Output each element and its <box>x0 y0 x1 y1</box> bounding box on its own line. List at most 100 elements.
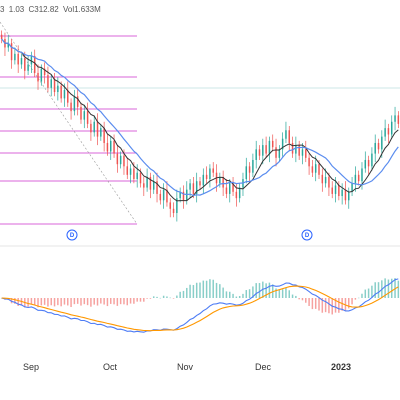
candle-body <box>364 159 367 169</box>
candle-body <box>53 79 56 93</box>
macd-line <box>1 278 399 333</box>
candle-body <box>33 55 36 73</box>
candle-body <box>209 168 211 180</box>
macd-histogram-bar <box>229 291 231 298</box>
macd-histogram-bar <box>278 289 281 298</box>
macd-histogram-bar <box>321 298 324 313</box>
candle-body <box>225 187 228 194</box>
candle-body <box>384 128 386 137</box>
macd-histogram-bar <box>324 298 327 313</box>
macd-histogram-bar <box>311 298 314 310</box>
macd-histogram-bar <box>338 298 340 313</box>
macd-histogram-bar <box>113 298 115 305</box>
macd-histogram-bar <box>60 298 62 307</box>
macd-histogram-bar <box>265 283 267 298</box>
macd-histogram-bar <box>43 298 46 305</box>
candle-body <box>255 149 257 160</box>
candle-body <box>311 166 314 173</box>
legend-high: 1.03 <box>8 5 25 14</box>
macd-histogram-bar <box>33 298 36 306</box>
macd-histogram-bar <box>139 298 142 302</box>
legend-low: C312.82 <box>28 5 59 14</box>
macd-histogram-bar <box>186 287 188 298</box>
macd-histogram-bar <box>215 282 218 298</box>
candle-body <box>136 172 138 180</box>
macd-histogram-bar <box>195 282 198 298</box>
candle-body <box>57 85 59 93</box>
dividend-marker-label: D <box>70 233 75 239</box>
candle-body <box>27 64 29 71</box>
candle-body <box>354 174 357 184</box>
candle-body <box>63 89 66 99</box>
macd-histogram-bar <box>308 298 310 306</box>
dividend-marker-0[interactable]: D <box>66 229 78 241</box>
macd-histogram-bar <box>14 298 16 304</box>
macd-histogram-bar <box>123 298 125 305</box>
candle-body <box>119 155 122 165</box>
candle-body <box>67 89 69 103</box>
dividend-marker-1[interactable]: D <box>301 229 313 241</box>
candle-body <box>321 174 324 184</box>
macd-histogram-bar <box>281 289 284 298</box>
macd-histogram-bar <box>377 282 380 298</box>
macd-histogram-bar <box>397 280 400 298</box>
macd-histogram-bar <box>63 298 66 305</box>
macd-histogram-bar <box>162 295 165 298</box>
macd-histogram-bar <box>205 280 208 298</box>
candle-body <box>341 189 343 197</box>
candle-body <box>0 34 3 39</box>
macd-histogram-bar <box>275 288 277 298</box>
macd-histogram-bar <box>53 298 56 307</box>
macd-histogram-bar <box>176 295 178 298</box>
candle-body <box>10 43 13 61</box>
dividend-marker-circle <box>66 229 78 241</box>
macd-histogram-bar <box>235 296 238 298</box>
candle-body <box>159 193 162 201</box>
macd-histogram-bar <box>76 298 79 304</box>
moving-average-slow-line <box>1 38 399 197</box>
candle-body <box>80 106 82 120</box>
candle-body <box>182 191 185 201</box>
candle-body <box>103 128 105 143</box>
x-tick-label: Nov <box>177 362 194 372</box>
macd-histogram-bar <box>384 278 386 298</box>
macd-histogram-bar <box>348 298 350 309</box>
macd-histogram-bar <box>86 298 89 306</box>
macd-histogram-bar <box>189 284 191 298</box>
candle-body <box>331 187 333 194</box>
dividend-marker-circle <box>301 229 313 241</box>
x-axis: Sep Oct Nov Dec 2023 <box>23 362 351 372</box>
macd-histogram-bar <box>100 298 102 304</box>
macd-histogram-bar <box>357 297 360 299</box>
x-tick-label: Oct <box>103 362 118 372</box>
macd-histogram-bar <box>96 298 99 306</box>
candle-body <box>47 75 49 88</box>
macd-histogram-bar <box>67 298 69 306</box>
candle-body <box>73 96 76 112</box>
candle-body <box>162 189 165 201</box>
macd-histogram-bar <box>367 288 370 298</box>
macd-histogram-bar <box>149 298 152 299</box>
candle-body <box>374 142 376 154</box>
candle-body <box>248 166 251 173</box>
candle-body <box>37 72 39 82</box>
candle-body <box>50 79 52 88</box>
candle-body <box>334 185 337 194</box>
macd-histogram-bar <box>192 285 195 298</box>
x-tick-label: 2023 <box>331 362 351 372</box>
candle-body <box>285 130 287 139</box>
candle-body <box>324 176 327 184</box>
macd-histogram-bar <box>202 280 205 298</box>
macd-histogram-bar <box>30 298 33 305</box>
candle-body <box>394 115 396 122</box>
macd-histogram-bar <box>73 298 76 305</box>
candle-body <box>222 176 224 188</box>
candle-body <box>189 183 191 190</box>
candle-body <box>60 85 62 99</box>
candle-body <box>43 68 46 76</box>
macd-histogram-bar <box>27 298 29 307</box>
candle-body <box>169 202 171 209</box>
macd-histogram-bar <box>47 298 49 307</box>
